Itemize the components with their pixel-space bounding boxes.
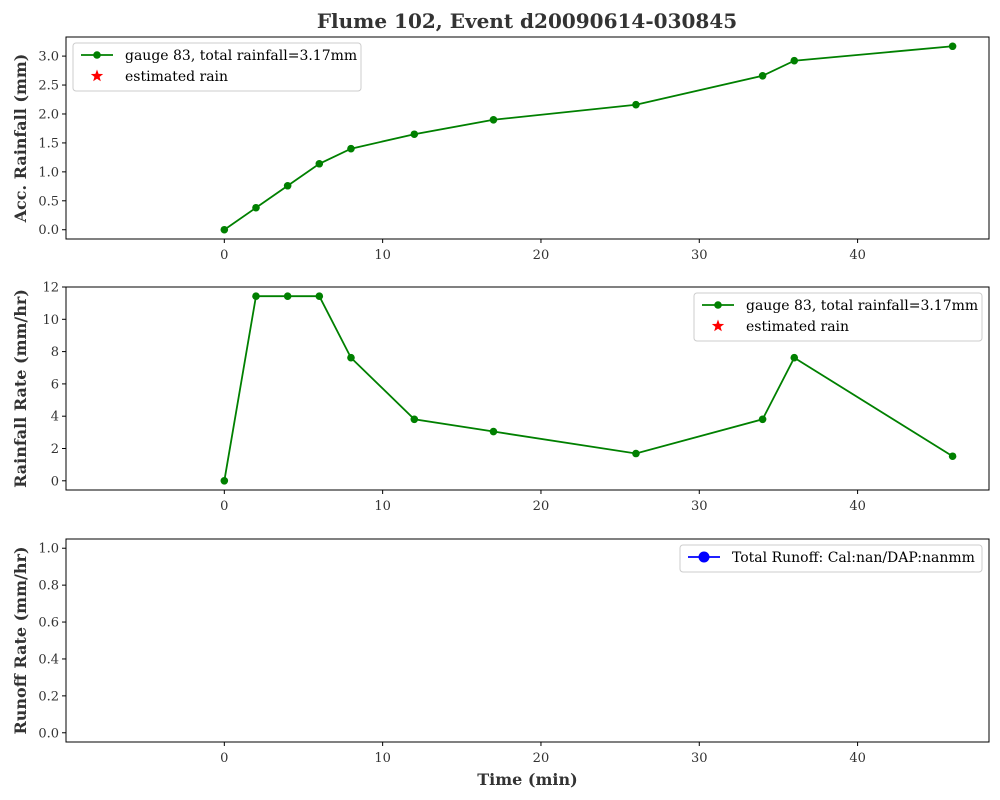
data-point <box>758 415 767 424</box>
legend-frame <box>72 42 362 92</box>
y-tick-label: 1.0 <box>38 542 59 557</box>
data-point <box>315 292 324 301</box>
y-tick-label: 0.6 <box>38 616 59 631</box>
data-point <box>410 130 419 139</box>
legend-star-marker <box>711 319 725 332</box>
x-tick-label: 20 <box>533 248 550 263</box>
y-axis-label: Runoff Rate (mm/hr) <box>11 546 30 734</box>
y-tick-label: 2 <box>51 442 59 457</box>
data-point <box>252 203 260 212</box>
legend-entry-label: gauge 83, total rainfall=3.17mm <box>125 48 357 64</box>
plot-frame <box>65 538 990 743</box>
plot-frame <box>65 286 990 491</box>
legend: Total Runoff: Cal:nan/DAP:nanmm <box>679 544 983 573</box>
y-tick-label: 3.0 <box>38 50 59 65</box>
x-tick-label: 0 <box>220 751 228 766</box>
y-tick-label: 0.0 <box>38 726 59 741</box>
data-point <box>489 115 498 124</box>
legend-entry-label: gauge 83, total rainfall=3.17mm <box>746 298 978 314</box>
legend-star-marker <box>90 69 104 82</box>
legend: gauge 83, total rainfall=3.17mm estimated… <box>72 42 362 92</box>
legend-circle-marker <box>698 551 710 563</box>
subplot-2: 0 10 20 30 40 0 2 4 6 8 10 12 Rainfall Rate (mm/hr) g… <box>11 281 990 514</box>
y-tick-label: 0.4 <box>38 652 59 667</box>
x-tick-label: 10 <box>374 751 391 766</box>
data-point <box>220 225 229 234</box>
y-tick-label: 0.2 <box>38 689 59 704</box>
y-tick-label: 2.5 <box>38 79 59 94</box>
data-point <box>758 71 767 80</box>
y-axis-label: Rainfall Rate (mm/hr) <box>11 289 30 488</box>
x-tick-label: 20 <box>533 751 550 766</box>
chart-title: Flume 102, Event d20090614-030845 <box>317 9 737 33</box>
data-point <box>790 353 799 362</box>
y-tick-label: 0.0 <box>38 223 59 238</box>
data-point <box>252 292 260 301</box>
subplot-3: 0 10 20 30 40 0.0 0.2 0.4 0.6 0.8 1.0 Runoff Rate (… <box>11 538 990 789</box>
plot-frame <box>65 36 990 240</box>
y-tick-label: 6 <box>51 377 59 392</box>
x-tick-label: 40 <box>849 499 866 514</box>
x-tick-label: 0 <box>220 248 228 263</box>
x-tick-label: 10 <box>374 248 391 263</box>
x-tick-label: 0 <box>220 499 228 514</box>
legend-entry-label: estimated rain <box>125 69 228 85</box>
legend-entry-label: Total Runoff: Cal:nan/DAP:nanmm <box>732 550 975 566</box>
legend-circle-marker <box>93 51 101 59</box>
x-tick-label: 10 <box>374 499 391 514</box>
data-point <box>410 415 419 424</box>
legend-circle-marker <box>714 301 722 309</box>
y-tick-label: 2.0 <box>38 107 59 122</box>
data-point <box>790 56 799 65</box>
data-point <box>283 181 292 190</box>
x-tick-label: 30 <box>691 751 708 766</box>
data-point <box>283 292 292 301</box>
subplot-1: 0 10 20 30 40 0.0 0.5 1.0 1.5 2.0 2.5 3.0 Acc. Rainf… <box>11 36 990 263</box>
y-tick-label: 0 <box>51 474 59 489</box>
y-axis-label: Acc. Rainfall (mm) <box>11 54 30 224</box>
legend: gauge 83, total rainfall=3.17mm estimated… <box>693 292 983 342</box>
x-tick-label: 40 <box>849 751 866 766</box>
y-tick-label: 10 <box>42 313 59 328</box>
legend-entry-label: estimated rain <box>746 319 849 335</box>
legend-frame <box>679 544 983 573</box>
data-point <box>347 353 355 362</box>
y-tick-label: 12 <box>42 281 59 296</box>
data-point <box>948 42 957 51</box>
data-point <box>948 452 957 461</box>
data-point <box>347 144 355 153</box>
data-point <box>632 100 640 109</box>
y-tick-label: 1.0 <box>38 165 59 180</box>
y-tick-label: 0.5 <box>38 194 59 209</box>
x-tick-label: 40 <box>849 248 866 263</box>
x-tick-label: 20 <box>533 499 550 514</box>
data-point <box>632 449 640 458</box>
y-tick-label: 1.5 <box>38 136 59 151</box>
data-point <box>220 476 229 485</box>
x-tick-label: 30 <box>691 499 708 514</box>
y-tick-label: 4 <box>51 410 59 425</box>
x-tick-label: 30 <box>691 248 708 263</box>
data-point <box>489 427 498 436</box>
y-tick-label: 8 <box>51 345 59 360</box>
legend-frame <box>693 292 983 342</box>
y-tick-label: 0.8 <box>38 579 59 594</box>
data-point <box>315 159 324 168</box>
x-axis-label: Time (min) <box>477 770 577 789</box>
